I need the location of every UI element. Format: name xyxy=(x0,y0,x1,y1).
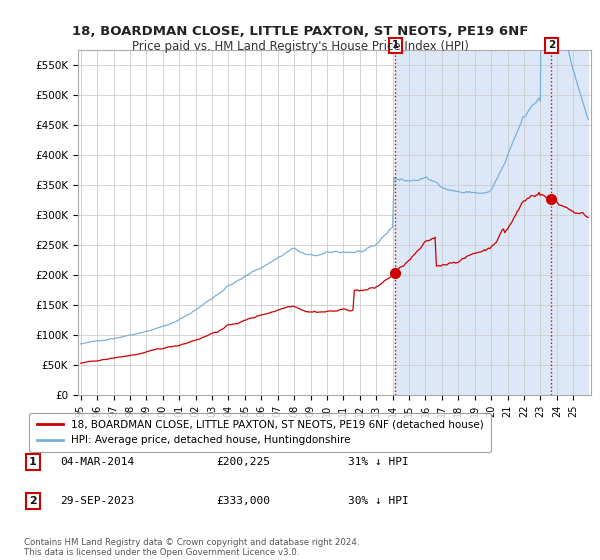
Text: 1: 1 xyxy=(29,457,37,467)
Text: Contains HM Land Registry data © Crown copyright and database right 2024.
This d: Contains HM Land Registry data © Crown c… xyxy=(24,538,359,557)
Text: £333,000: £333,000 xyxy=(216,496,270,506)
Text: 29-SEP-2023: 29-SEP-2023 xyxy=(60,496,134,506)
Text: 04-MAR-2014: 04-MAR-2014 xyxy=(60,457,134,467)
Text: 2: 2 xyxy=(548,40,555,50)
Text: 30% ↓ HPI: 30% ↓ HPI xyxy=(348,496,409,506)
Text: 18, BOARDMAN CLOSE, LITTLE PAXTON, ST NEOTS, PE19 6NF: 18, BOARDMAN CLOSE, LITTLE PAXTON, ST NE… xyxy=(72,25,528,38)
Legend: 18, BOARDMAN CLOSE, LITTLE PAXTON, ST NEOTS, PE19 6NF (detached house), HPI: Ave: 18, BOARDMAN CLOSE, LITTLE PAXTON, ST NE… xyxy=(29,413,491,452)
Text: 1: 1 xyxy=(392,40,399,50)
Text: Price paid vs. HM Land Registry's House Price Index (HPI): Price paid vs. HM Land Registry's House … xyxy=(131,40,469,53)
Text: 2: 2 xyxy=(29,496,37,506)
Text: 31% ↓ HPI: 31% ↓ HPI xyxy=(348,457,409,467)
Bar xyxy=(395,50,588,395)
Text: £200,225: £200,225 xyxy=(216,457,270,467)
